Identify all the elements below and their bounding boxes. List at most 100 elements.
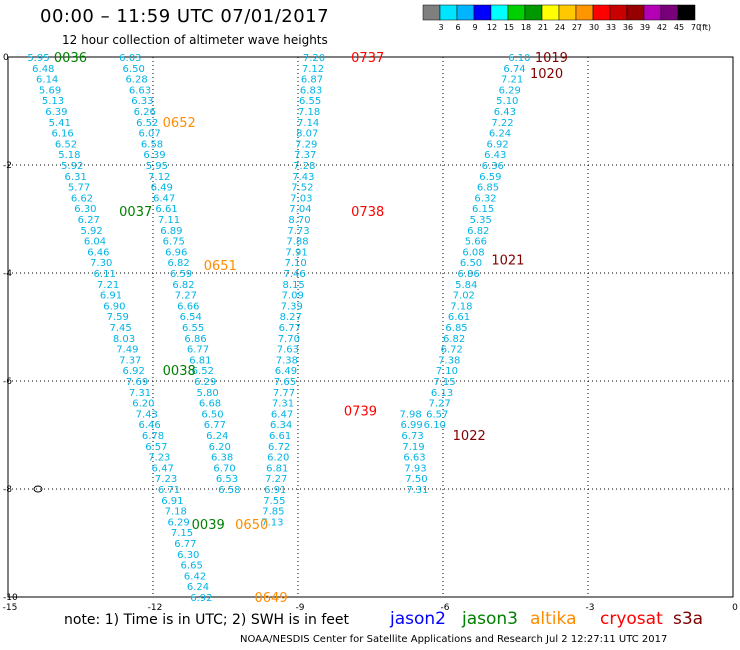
wave-height-value: 7.38 bbox=[276, 355, 298, 366]
wave-height-value: 7.20 bbox=[303, 53, 325, 64]
wave-height-value: 6.82 bbox=[467, 226, 489, 237]
y-tick-label: -6 bbox=[3, 377, 12, 387]
wave-height-value: 7.15 bbox=[433, 377, 455, 388]
wave-height-value: 7.69 bbox=[126, 377, 148, 388]
wave-height-value: 5.84 bbox=[455, 280, 477, 291]
colorbar-tick-label: 33 bbox=[606, 23, 616, 32]
wave-height-value: 6.85 bbox=[477, 183, 499, 194]
colorbar-swatch bbox=[643, 4, 662, 21]
wave-height-value: 6.08 bbox=[462, 247, 484, 258]
pass-time-label: 0738 bbox=[351, 205, 384, 220]
wave-height-value: 7.55 bbox=[263, 496, 285, 507]
wave-height-value: 7.10 bbox=[284, 258, 306, 269]
wave-height-value: 7.27 bbox=[175, 291, 197, 302]
wave-height-value: 7.10 bbox=[436, 366, 458, 377]
wave-height-value: 7.37 bbox=[119, 355, 141, 366]
pass-labels: 0036 0037 0038 0039 0652 0651 0650 0649 0737 0738… bbox=[54, 51, 568, 606]
wave-height-value: 6.63 bbox=[403, 453, 425, 464]
wave-height-value: 7.43 bbox=[136, 409, 158, 420]
pass-time-label: 0650 bbox=[235, 518, 268, 533]
wave-height-value: 6.03 bbox=[119, 53, 141, 64]
wave-height-value: 6.86 bbox=[458, 269, 480, 280]
wave-height-value: 7.11 bbox=[158, 215, 180, 226]
wave-height-value: 6.20 bbox=[132, 399, 154, 410]
wave-height-value: 6.61 bbox=[269, 431, 291, 442]
wave-height-value: 7.04 bbox=[289, 204, 311, 215]
colorbar-unit: (ft) bbox=[699, 23, 711, 32]
wave-height-value: 7.21 bbox=[97, 280, 119, 291]
wave-height-value: 6.27 bbox=[78, 215, 100, 226]
wave-height-value: 7.18 bbox=[450, 301, 472, 312]
footer-credit: NOAA/NESDIS Center for Satellite Applica… bbox=[240, 634, 668, 645]
wave-height-value: 6.75 bbox=[163, 237, 185, 248]
wave-height-value: 5.66 bbox=[465, 237, 487, 248]
wave-height-value: 7.50 bbox=[405, 474, 427, 485]
wave-height-value: 6.59 bbox=[479, 172, 501, 183]
wave-height-value: 6.50 bbox=[123, 64, 145, 75]
pass-time-label: 0737 bbox=[351, 51, 384, 66]
wave-height-value: 6.59 bbox=[170, 269, 192, 280]
legend-entry: jason2 bbox=[390, 609, 446, 629]
wave-height-value: 7.13 bbox=[261, 517, 283, 528]
wave-height-value: 6.24 bbox=[187, 582, 209, 593]
wave-height-value: 6.54 bbox=[180, 312, 202, 323]
wave-height-value: 5.69 bbox=[39, 85, 61, 96]
colorbar-tick-label: 24 bbox=[555, 23, 565, 32]
wave-height-value: 7.31 bbox=[129, 388, 151, 399]
pass-time-label: 1022 bbox=[453, 429, 486, 444]
x-tick-label: -12 bbox=[148, 603, 163, 613]
colorbar-swatch bbox=[558, 4, 577, 21]
pass-time-label: 1021 bbox=[491, 254, 524, 269]
wave-height-value: 6.49 bbox=[275, 366, 297, 377]
wave-height-value: 5.92 bbox=[61, 161, 83, 172]
wave-height-value: 7.46 bbox=[284, 269, 306, 280]
colorbar-swatch bbox=[541, 4, 560, 21]
wave-height-value: 8.03 bbox=[113, 334, 135, 345]
wave-height-value: 7.18 bbox=[165, 507, 187, 518]
wave-height-value: 6.89 bbox=[160, 226, 182, 237]
wave-height-value: 7.70 bbox=[278, 334, 300, 345]
pass-time-label: 1019 bbox=[535, 51, 568, 66]
y-tick-label: -2 bbox=[3, 161, 12, 171]
colorbar-swatch bbox=[473, 4, 492, 21]
colorbar-tick-label: 9 bbox=[472, 23, 477, 32]
colorbar-swatch bbox=[609, 4, 628, 21]
colorbar-swatch bbox=[490, 4, 509, 21]
wave-height-value: 7.23 bbox=[155, 474, 177, 485]
wave-height-value: 7.23 bbox=[148, 453, 170, 464]
colorbar-tick-label: 15 bbox=[504, 23, 514, 32]
page-title: 00:00 – 11:59 UTC 07/01/2017 bbox=[40, 6, 330, 27]
wave-height-value: 6.62 bbox=[71, 193, 93, 204]
colorbar-tick-label: 70 bbox=[691, 23, 701, 32]
colorbar-swatch bbox=[660, 4, 679, 21]
wave-height-value: 6.26 bbox=[134, 107, 156, 118]
wave-height-points: 5.956.486.145.695.136.395.416.166.525.18… bbox=[27, 53, 530, 604]
wave-height-value: 7.31 bbox=[406, 485, 428, 496]
plot-frame bbox=[7, 56, 734, 598]
grid-lines bbox=[8, 57, 733, 597]
wave-height-value: 6.73 bbox=[401, 431, 423, 442]
wave-height-value: 7.88 bbox=[286, 237, 308, 248]
wave-height-value: 6.43 bbox=[484, 150, 506, 161]
wave-height-value: 7.27 bbox=[429, 399, 451, 410]
wave-height-value: 6.13 bbox=[431, 388, 453, 399]
wave-height-value: 7.91 bbox=[285, 247, 307, 258]
wave-height-value: 6.74 bbox=[503, 64, 525, 75]
wave-height-value: 6.87 bbox=[301, 75, 323, 86]
wave-height-value: 6.16 bbox=[52, 129, 74, 140]
wave-height-value: 5.41 bbox=[49, 118, 71, 129]
pass-time-label: 0652 bbox=[163, 116, 196, 131]
wave-height-value: 5.80 bbox=[197, 388, 219, 399]
wave-height-value: 6.66 bbox=[177, 301, 199, 312]
x-tick-label: -15 bbox=[3, 603, 18, 613]
pass-time-label: 0037 bbox=[119, 205, 152, 220]
wave-height-value: 6.70 bbox=[213, 463, 235, 474]
wave-height-value: 6.39 bbox=[45, 107, 67, 118]
wave-height-value: 6.86 bbox=[184, 334, 206, 345]
colorbar-tick-label: 30 bbox=[589, 23, 599, 32]
wave-height-value: 6.47 bbox=[152, 463, 174, 474]
wave-height-value: 7.49 bbox=[116, 345, 138, 356]
wave-height-value: 6.52 bbox=[192, 366, 214, 377]
y-tick-label: -8 bbox=[3, 485, 12, 495]
wave-height-value: 6.31 bbox=[65, 172, 87, 183]
